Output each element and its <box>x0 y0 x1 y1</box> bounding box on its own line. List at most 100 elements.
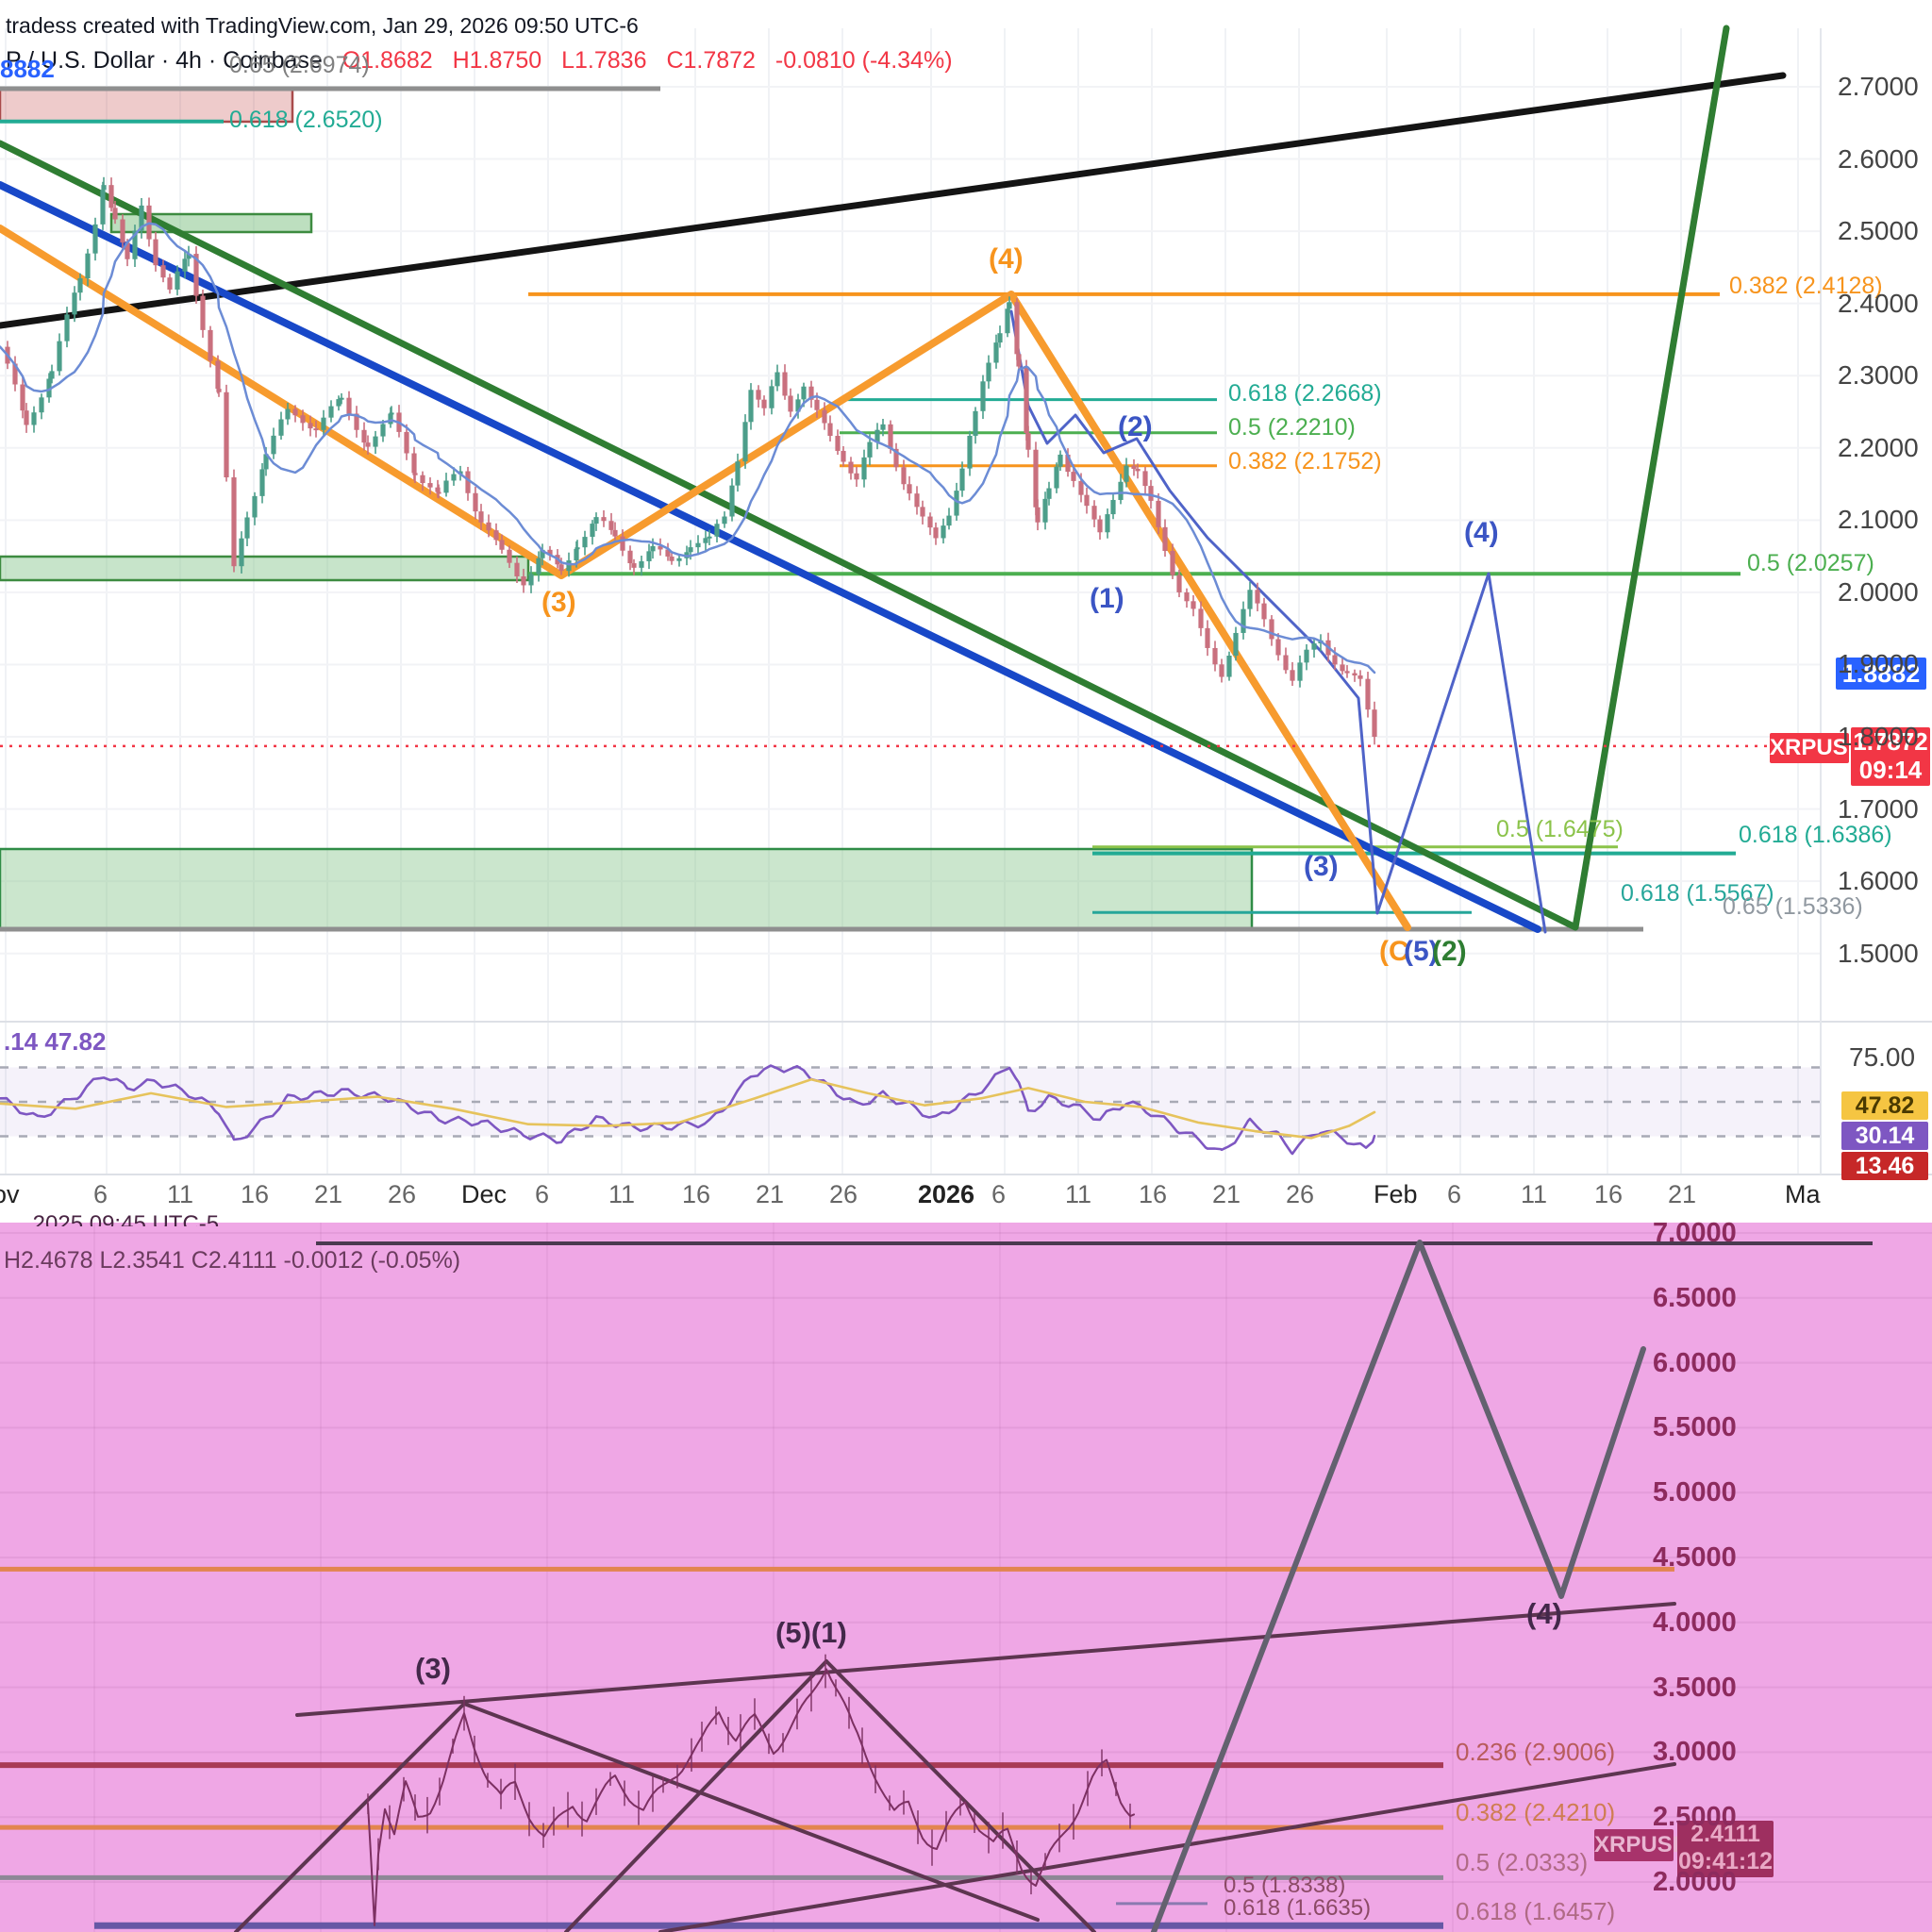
candle-body <box>888 424 893 449</box>
price-axis-label[interactable]: 2.3000 <box>1838 360 1919 391</box>
time-axis-label[interactable]: 21 <box>1212 1180 1241 1208</box>
price-axis-label[interactable]: 2.2000 <box>1838 432 1919 462</box>
price-axis-label[interactable]: 2.6000 <box>1838 143 1919 174</box>
candle-body <box>420 475 425 484</box>
candle-body <box>1283 655 1289 671</box>
candle-body <box>193 254 199 296</box>
candle-body <box>1352 673 1357 676</box>
pink-price-axis-label[interactable]: 2.0000 <box>1653 1867 1737 1897</box>
candle-body <box>208 329 213 361</box>
time-axis-label[interactable]: 11 <box>1521 1180 1548 1208</box>
time-axis-label[interactable]: Ma <box>1785 1180 1821 1208</box>
time-axis-label[interactable]: 11 <box>608 1180 636 1208</box>
time-axis-label[interactable]: 16 <box>682 1180 711 1208</box>
candle-body <box>167 277 173 290</box>
candle-body <box>1219 664 1224 677</box>
price-axis-label[interactable]: 2.5000 <box>1838 216 1919 246</box>
candle-body <box>336 399 341 407</box>
pink-price-axis-label[interactable]: 5.5000 <box>1653 1412 1737 1443</box>
candle-body <box>300 415 306 424</box>
candle-body <box>835 436 841 451</box>
candle-body <box>224 391 229 478</box>
time-axis-label[interactable]: 6 <box>535 1180 550 1208</box>
candle-body <box>861 457 867 480</box>
time-axis-label[interactable]: 26 <box>829 1180 858 1208</box>
candle-body <box>574 548 579 561</box>
candle-body <box>593 517 599 525</box>
candle-body <box>292 408 298 416</box>
time-axis-label[interactable]: Dec <box>461 1180 508 1208</box>
time-axis-label[interactable]: 11 <box>167 1180 194 1208</box>
candle-body <box>639 560 644 568</box>
candle-body <box>801 386 807 400</box>
price-axis-label[interactable]: 2.1000 <box>1838 505 1919 535</box>
candle-body <box>499 540 505 550</box>
candle-body <box>1176 575 1182 592</box>
candle-body <box>880 424 886 430</box>
pink-price-axis-label[interactable]: 3.5000 <box>1653 1672 1737 1703</box>
pink-price-axis-label[interactable]: 3.0000 <box>1653 1737 1737 1768</box>
time-axis-label[interactable]: 6 <box>991 1180 1007 1208</box>
price-axis-label[interactable]: 1.8000 <box>1838 722 1919 752</box>
candle-body <box>893 448 899 468</box>
candle-body <box>695 542 701 548</box>
time-axis-label[interactable]: 21 <box>314 1180 343 1208</box>
blue-trendline <box>0 181 1541 933</box>
pink-price-axis-label[interactable]: 2.5000 <box>1653 1802 1737 1833</box>
time-axis-label[interactable]: 16 <box>1594 1180 1624 1208</box>
time-axis-label[interactable]: ov <box>0 1180 20 1208</box>
candle-body <box>1156 500 1161 527</box>
candle-body <box>669 556 675 561</box>
candle-body <box>1142 471 1148 487</box>
candle-body <box>1205 627 1210 648</box>
candle-body <box>1304 649 1309 663</box>
red-supply-zone <box>0 87 294 124</box>
price-axis-label[interactable]: 1.5000 <box>1838 938 1919 968</box>
time-axis-label[interactable]: 2026 <box>918 1180 975 1208</box>
candle-body <box>808 386 814 400</box>
candle-body <box>1247 590 1253 609</box>
time-axis-label[interactable]: 21 <box>1668 1180 1697 1208</box>
pink-price-axis-label[interactable]: 6.0000 <box>1653 1347 1737 1378</box>
candle-body <box>1184 591 1190 602</box>
candle-body <box>436 491 441 494</box>
candle-body <box>354 413 359 430</box>
time-axis-label[interactable]: 6 <box>93 1180 108 1208</box>
time-axis-label[interactable]: 11 <box>1065 1180 1092 1208</box>
candle-body <box>1078 480 1084 495</box>
pink-price-axis-label[interactable]: 4.5000 <box>1653 1542 1737 1573</box>
time-axis-label[interactable]: 6 <box>1447 1180 1462 1208</box>
price-axis-label[interactable]: 1.6000 <box>1838 866 1919 896</box>
time-axis-label[interactable]: 16 <box>1139 1180 1168 1208</box>
time-axis-label[interactable]: 21 <box>756 1180 785 1208</box>
candle-body <box>566 560 572 572</box>
pink-price-axis-label[interactable]: 5.0000 <box>1653 1477 1737 1508</box>
candle-body <box>874 429 880 442</box>
candle-body <box>582 537 588 548</box>
candle-body <box>848 461 854 474</box>
price-axis-label[interactable]: 2.4000 <box>1838 288 1919 318</box>
time-axis-label[interactable]: Feb <box>1374 1180 1418 1208</box>
rsi-ma-line <box>0 1077 1376 1140</box>
pink-price-line <box>367 1668 1135 1926</box>
candle-body <box>427 483 433 488</box>
price-axis-label[interactable]: 2.0000 <box>1838 576 1919 607</box>
candle-body <box>120 219 125 243</box>
candle-body <box>735 461 741 486</box>
pink-price-axis-label[interactable]: 6.5000 <box>1653 1282 1737 1313</box>
candle-body <box>822 409 827 424</box>
pink-price-axis-label[interactable]: 4.0000 <box>1653 1607 1737 1638</box>
time-axis-label[interactable]: 26 <box>388 1180 417 1208</box>
candle-body <box>175 271 180 290</box>
price-axis-label[interactable]: 1.7000 <box>1838 793 1919 824</box>
time-axis-label[interactable]: 16 <box>241 1180 270 1208</box>
time-axis-label[interactable]: 26 <box>1286 1180 1315 1208</box>
price-axis-label[interactable]: 2.7000 <box>1838 72 1919 101</box>
pink-price-axis-label[interactable]: 7.0000 <box>1653 1218 1737 1248</box>
candle-body <box>308 423 313 429</box>
candle-body <box>703 538 708 543</box>
candle-body <box>215 360 221 390</box>
price-axis-label[interactable]: 1.9000 <box>1838 649 1919 679</box>
candle-body <box>795 399 801 412</box>
